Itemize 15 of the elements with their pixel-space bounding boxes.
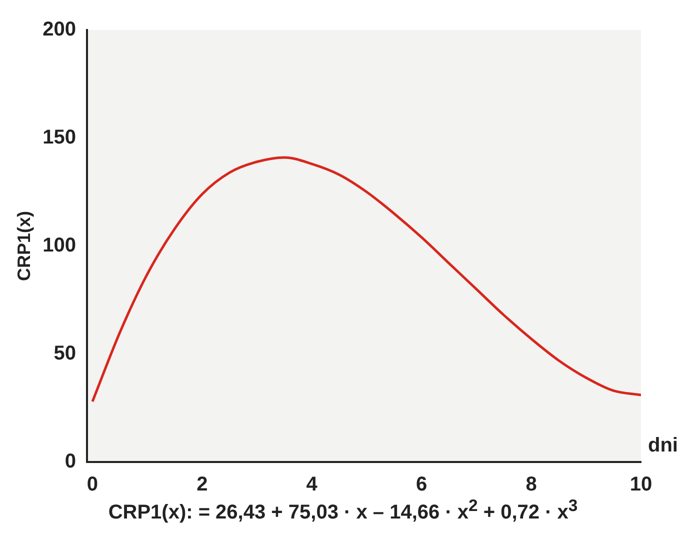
y-tick-label: 100 [42,234,76,257]
x-tick-label: 2 [196,474,208,496]
x-tick-label: 0 [86,474,98,496]
line-series [91,156,641,403]
x-axis-title: dni [648,434,678,457]
x-tick-label: 6 [416,474,428,496]
text: CRP1(x): = 26,43 + 75,03 · x – 14,66 · x$^{2}$ + 0,72 · x$^{3}$ [107,496,579,525]
y-tick-label: 200 [42,18,76,41]
x-tick-label: 4 [306,474,318,496]
y-tick-label: 50 [54,342,76,365]
x-tick-label: 10 [630,474,652,496]
x-tick-label: 8 [526,474,537,496]
y-tick-label: 0 [64,450,76,473]
y-tick-label: 150 [42,126,76,149]
y-axis-title: CRP1(x) [14,210,34,282]
